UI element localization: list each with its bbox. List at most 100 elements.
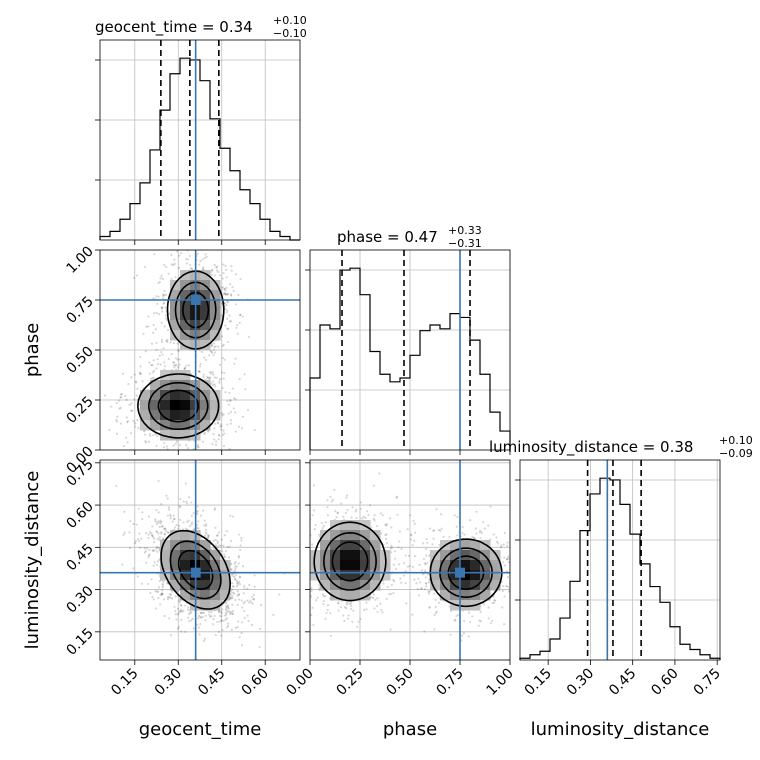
sample-point [213,348,216,351]
sample-point [211,351,214,354]
sample-point [516,567,518,569]
sample-point [161,277,164,281]
sample-point [174,357,177,360]
density-cell [320,560,331,571]
sample-point [222,413,225,416]
sample-point [477,624,480,627]
sample-point [236,603,239,606]
x-tick-label: 0.30 [564,666,597,699]
sample-point [152,376,155,379]
sample-point [487,617,490,620]
sample-point [199,365,202,368]
sample-point [235,585,238,588]
sample-point [471,615,474,618]
sample-point [222,263,225,266]
sample-point [171,597,174,600]
density-cell [470,580,481,591]
sample-point [199,611,203,614]
density-cell [200,310,211,321]
sample-point [166,328,170,332]
sample-point [179,609,182,613]
sample-point [210,611,213,614]
sample-point [204,358,207,362]
sample-point [293,537,295,539]
sample-point [149,591,152,594]
sample-point [432,529,435,532]
sample-point [211,269,214,272]
sample-point [155,311,158,314]
sample-point [156,563,159,566]
contour-level-1 [323,532,493,598]
sample-point [453,619,456,622]
sample-point [203,432,206,436]
sample-point [207,430,210,433]
sample-point [237,620,240,623]
sample-point [515,578,517,580]
sample-point [134,425,137,428]
sample-point [510,564,512,566]
density-cell [360,530,371,541]
sample-point [128,546,132,550]
sample-point [259,627,262,630]
sample-point [487,524,490,527]
sample-point [425,554,428,557]
density-cell [200,420,211,431]
sample-point [426,562,429,565]
sample-point [240,644,244,647]
sample-point [170,352,173,356]
sample-point [234,565,237,568]
sample-point [233,569,236,573]
sample-point [145,547,148,550]
sample-point [215,269,219,272]
sample-point [204,451,206,453]
density-cell [470,550,481,561]
sample-point [376,524,379,528]
sample-point [166,448,169,450]
sample-point [463,533,466,536]
sample-point [410,534,413,537]
sample-point [217,438,220,441]
sample-point [427,581,430,584]
density-cell [320,540,331,551]
sample-point [147,556,150,559]
sample-point [221,344,224,348]
sample-point [229,294,233,297]
sample-point [252,598,256,601]
sample-point [532,613,534,615]
xlabel-phase: phase [383,719,437,740]
sample-point [168,595,171,599]
sample-point [503,531,506,535]
sample-point [160,532,163,535]
sample-point [160,520,163,523]
sample-point [225,602,228,605]
sample-point [171,590,174,593]
sample-point [186,258,189,261]
sample-point [175,618,178,621]
sample-point [456,613,460,616]
sample-point [161,586,164,589]
sample-point [231,612,235,615]
sample-point [218,274,222,277]
sample-point [397,546,400,549]
sample-point [379,512,382,515]
sample-point [388,593,391,596]
sample-point [479,529,482,533]
sample-point [385,597,388,600]
sample-point [224,307,227,311]
sample-point [238,576,241,579]
sample-point [108,428,111,431]
density-cell [360,540,371,551]
sample-point [238,533,241,536]
sample-point [211,380,215,383]
sample-point [354,510,357,513]
sample-point [334,510,337,513]
sample-point [395,495,399,498]
title-geocent-time-sup: +0.10 [273,14,307,27]
sample-point [243,609,246,613]
sample-point [212,617,215,621]
sample-point [216,545,219,548]
sample-point [526,526,528,528]
density-cell [340,530,351,541]
sample-point [196,444,199,447]
sample-point [187,364,190,367]
